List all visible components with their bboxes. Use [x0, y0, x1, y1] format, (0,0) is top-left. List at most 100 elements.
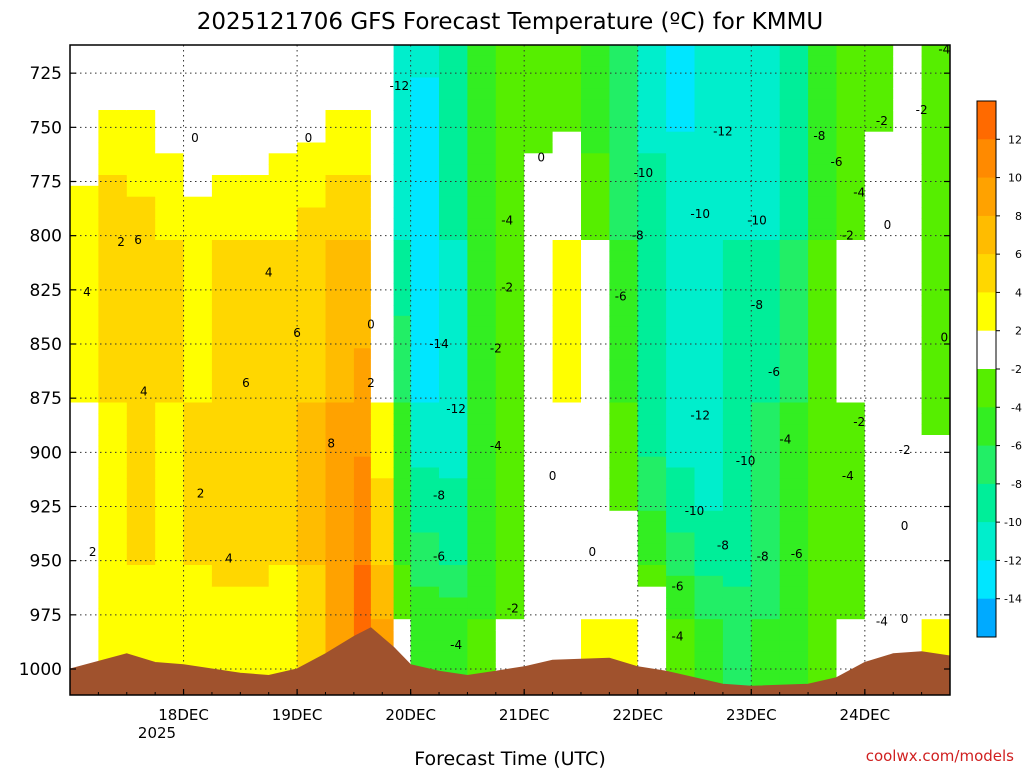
field-cell-10 [353, 283, 372, 295]
field-cell-24 [722, 66, 752, 79]
field-cell-15 [467, 45, 497, 57]
field-cell-17 [524, 272, 554, 284]
field-cell-11 [370, 348, 395, 360]
field-cell-5 [211, 45, 241, 57]
field-cell-13 [410, 131, 440, 144]
field-cell-26 [779, 662, 809, 674]
field-cell-27 [808, 608, 838, 620]
field-cell-17 [524, 77, 554, 89]
field-cell-10 [353, 521, 372, 534]
field-cell-5 [211, 478, 241, 490]
field-cell-30 [893, 565, 923, 577]
field-cell-23 [694, 131, 724, 144]
field-cell-30 [893, 120, 923, 133]
field-cell-30 [893, 619, 923, 631]
field-cell-11 [370, 120, 395, 133]
field-cell-8 [297, 521, 327, 534]
field-cell-6 [240, 218, 270, 230]
field-cell-0 [70, 175, 99, 187]
field-cell-17 [524, 380, 554, 393]
field-cell-10 [353, 575, 372, 588]
field-cell-10 [353, 196, 372, 209]
field-cell-3 [155, 532, 185, 544]
field-cell-19 [581, 651, 610, 664]
field-cell-14 [439, 66, 468, 79]
contour-label: 4 [265, 266, 273, 280]
field-cell-27 [808, 359, 838, 371]
field-cell-9 [325, 565, 355, 577]
field-cell-24 [722, 110, 752, 122]
field-cell-25 [751, 196, 781, 209]
field-cell-1 [98, 229, 128, 241]
field-cell-1 [98, 337, 128, 349]
field-cell-4 [183, 99, 213, 111]
field-cell-30 [893, 66, 923, 79]
field-cell-27 [808, 402, 838, 414]
field-cell-9 [325, 510, 355, 523]
field-cell-18 [552, 142, 582, 154]
field-cell-7 [268, 510, 298, 523]
field-cell-13 [410, 543, 440, 555]
field-cell-14 [439, 597, 468, 609]
field-cell-29 [864, 131, 894, 144]
field-cell-8 [297, 250, 327, 263]
field-cell-15 [467, 120, 497, 133]
field-cell-27 [808, 554, 838, 566]
field-cell-14 [439, 240, 468, 252]
field-cell-6 [240, 261, 270, 274]
field-cell-9 [325, 66, 355, 79]
field-cell-6 [240, 510, 270, 523]
field-cell-8 [297, 337, 327, 349]
field-cell-24 [722, 478, 752, 490]
field-cell-2 [126, 294, 156, 306]
field-cell-10 [353, 229, 372, 241]
field-cell-22 [666, 175, 696, 187]
field-cell-0 [70, 359, 99, 371]
field-cell-25 [751, 240, 781, 252]
field-cell-30 [893, 597, 923, 609]
contour-label: 2 [117, 235, 125, 249]
field-cell-24 [722, 435, 752, 447]
field-cell-30 [893, 283, 923, 295]
contour-label: -2 [842, 229, 854, 243]
field-cell-0 [70, 229, 99, 241]
field-cell-21 [637, 662, 667, 674]
field-cell-13 [410, 402, 440, 414]
colorbar-band [977, 560, 996, 600]
field-cell-4 [183, 175, 213, 187]
field-cell-9 [325, 142, 355, 154]
field-cell-5 [211, 391, 241, 404]
field-cell-3 [155, 337, 185, 349]
field-cell-7 [268, 142, 298, 154]
field-cell-0 [70, 45, 99, 57]
field-cell-9 [325, 120, 355, 133]
field-cell-13 [410, 272, 440, 284]
field-cell-15 [467, 380, 497, 393]
field-cell-4 [183, 521, 213, 534]
field-cell-21 [637, 424, 667, 436]
field-cell-5 [211, 88, 241, 100]
field-cell-16 [495, 521, 525, 534]
field-cell-18 [552, 348, 582, 360]
field-cell-19 [581, 478, 610, 490]
field-cell-27 [808, 55, 838, 68]
contour-label: -4 [853, 185, 865, 199]
field-cell-3 [155, 99, 185, 111]
field-cell-5 [211, 521, 241, 534]
field-cell-12 [393, 359, 412, 371]
field-cell-9 [325, 608, 355, 620]
field-cell-23 [694, 99, 724, 111]
field-cell-13 [410, 240, 440, 252]
field-cell-22 [666, 218, 696, 230]
field-cell-15 [467, 294, 497, 306]
field-cell-19 [581, 55, 610, 68]
field-cell-31 [921, 380, 950, 393]
field-cell-18 [552, 196, 582, 209]
field-cell-9 [325, 283, 355, 295]
field-cell-6 [240, 435, 270, 447]
field-cell-15 [467, 565, 497, 577]
field-cell-11 [370, 45, 395, 57]
field-cell-24 [722, 359, 752, 371]
field-cell-6 [240, 305, 270, 317]
field-cell-8 [297, 88, 327, 100]
